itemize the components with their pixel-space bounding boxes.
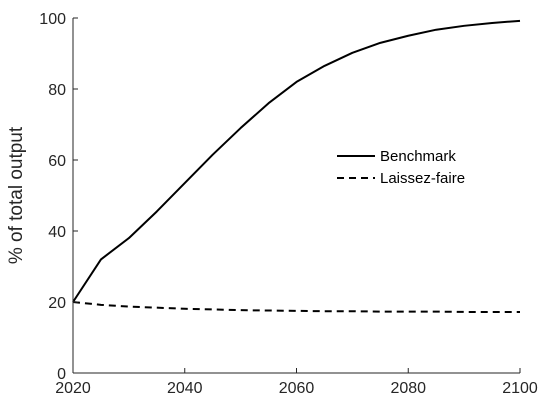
y-tick-label: 0 [57, 366, 66, 383]
y-tick-label: 60 [48, 153, 66, 170]
y-tick-label: 80 [48, 82, 66, 99]
y-tick-label: 100 [39, 11, 66, 28]
legend: Benchmark Laissez-faire [337, 148, 465, 187]
x-tick-label: 2020 [55, 380, 91, 397]
x-tick-label: 2100 [502, 380, 538, 397]
y-tick-label: 20 [48, 295, 66, 312]
series-line-laissez-faire [72, 301, 520, 313]
x-tick-label: 2080 [390, 380, 426, 397]
plot-area [72, 19, 521, 313]
legend-label-laissez-faire: Laissez-faire [380, 170, 465, 187]
legend-label-benchmark: Benchmark [380, 148, 456, 165]
x-tick-label: 2060 [279, 380, 315, 397]
x-tick-label: 2040 [167, 380, 203, 397]
y-tick-label: 40 [48, 224, 66, 241]
y-axis-label: % of total output [6, 126, 27, 264]
series-line-benchmark [72, 19, 521, 303]
